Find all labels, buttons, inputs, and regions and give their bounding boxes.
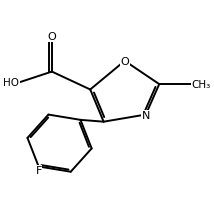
- Text: O: O: [48, 32, 56, 42]
- Text: HO: HO: [3, 78, 19, 88]
- Text: CH₃: CH₃: [192, 80, 211, 90]
- Text: F: F: [36, 166, 42, 176]
- Text: O: O: [120, 57, 129, 67]
- Text: N: N: [142, 111, 150, 121]
